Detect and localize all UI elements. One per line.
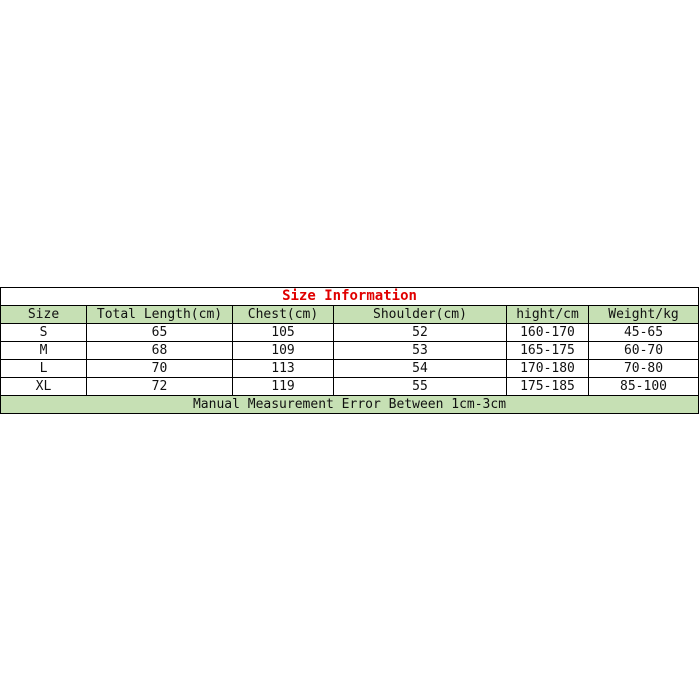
table-cell: 105 [232, 323, 334, 342]
table-cell: 72 [86, 377, 233, 396]
table-cell: 68 [86, 341, 233, 360]
table-cell: 53 [333, 341, 507, 360]
table-cell: 45-65 [587, 323, 700, 342]
table-row: XL 72 119 55 175-185 85-100 [0, 377, 700, 396]
table-cell: 65 [86, 323, 233, 342]
table-cell: 113 [232, 359, 334, 378]
table-cell: 165-175 [506, 341, 589, 360]
table-title: Size Information [0, 287, 700, 306]
header-row: Size Total Length(cm) Chest(cm) Shoulder(cm… [0, 305, 700, 324]
table-cell: 70-80 [587, 359, 700, 378]
table-cell: M [0, 341, 87, 360]
column-header: Weight/kg [587, 305, 700, 324]
table-cell: 70 [86, 359, 233, 378]
table-cell: L [0, 359, 87, 378]
column-header: Size [0, 305, 87, 324]
table-cell: 109 [232, 341, 334, 360]
column-header: Total Length(cm) [86, 305, 233, 324]
table-cell: 175-185 [506, 377, 589, 396]
column-header: Chest(cm) [232, 305, 334, 324]
table-cell: 54 [333, 359, 507, 378]
table-row: L 70 113 54 170-180 70-80 [0, 359, 700, 378]
footer-note: Manual Measurement Error Between 1cm-3cm [0, 395, 700, 414]
table-cell: 119 [232, 377, 334, 396]
table-row: S 65 105 52 160-170 45-65 [0, 323, 700, 342]
table-cell: S [0, 323, 87, 342]
table-cell: 160-170 [506, 323, 589, 342]
table-cell: 85-100 [587, 377, 700, 396]
column-header: Shoulder(cm) [333, 305, 507, 324]
table-cell: XL [0, 377, 87, 396]
table-cell: 170-180 [506, 359, 589, 378]
table-row: M 68 109 53 165-175 60-70 [0, 341, 700, 360]
size-table: Size Information Size Total Length(cm) Che… [0, 287, 700, 414]
column-header: hight/cm [506, 305, 589, 324]
table-cell: 52 [333, 323, 507, 342]
table-cell: 60-70 [587, 341, 700, 360]
table-cell: 55 [333, 377, 507, 396]
